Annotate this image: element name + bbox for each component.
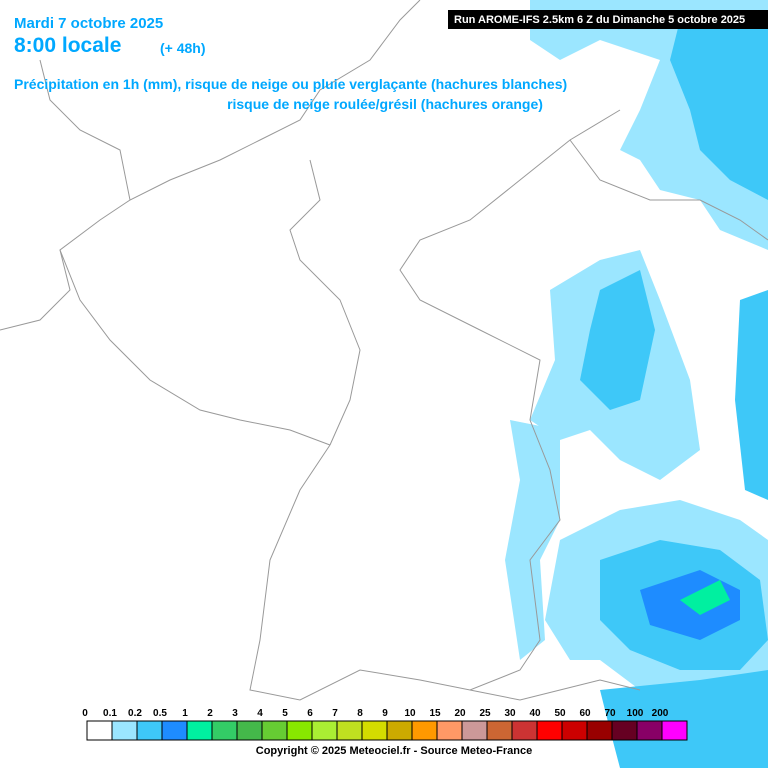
legend-swatch — [436, 720, 463, 741]
legend: 0 0.1 0.2 0.5 1 2 3 4 5 6 7 8 9 10 15 20 25 30 40 50 60 70 100… — [82, 708, 688, 741]
title-line: risque de neige roulée/grésil (hachures … — [227, 96, 543, 112]
legend-swatch — [536, 720, 563, 741]
legend-swatch — [361, 720, 388, 741]
legend-label: 0.1 — [103, 708, 117, 719]
precipitation — [505, 0, 768, 768]
legend-label: 60 — [579, 708, 591, 719]
legend-label: 70 — [604, 708, 616, 719]
legend-label: 7 — [332, 708, 338, 719]
legend-label: 25 — [479, 708, 491, 719]
legend-label: 30 — [504, 708, 516, 719]
legend-label: 1 — [182, 708, 188, 719]
legend-label: 20 — [454, 708, 466, 719]
copyright: Copyright © 2025 Meteociel.fr - Source M… — [256, 745, 532, 757]
legend-label: 0.5 — [153, 708, 167, 719]
legend-swatch — [336, 720, 363, 741]
legend-swatch — [161, 720, 188, 741]
legend-label: 0 — [82, 708, 88, 719]
legend-label: 8 — [357, 708, 363, 719]
legend-label: 3 — [232, 708, 238, 719]
legend-swatch — [486, 720, 513, 741]
legend-swatch — [111, 720, 138, 741]
legend-swatch — [236, 720, 263, 741]
date: Mardi 7 octobre 2025 — [14, 15, 163, 32]
legend-swatch — [261, 720, 288, 741]
legend-label: 0.2 — [128, 708, 142, 719]
legend-swatch — [86, 720, 113, 741]
legend-swatch — [211, 720, 238, 741]
legend-swatch — [286, 720, 313, 741]
legend-swatch — [136, 720, 163, 741]
borders — [0, 0, 768, 701]
legend-label: 40 — [529, 708, 541, 719]
valid-time: 8:00 locale — [14, 34, 121, 57]
legend-swatch — [586, 720, 613, 741]
legend-label: 2 — [207, 708, 213, 719]
legend-swatch — [411, 720, 438, 741]
legend-swatch — [311, 720, 338, 741]
legend-label: 6 — [307, 708, 313, 719]
run-box — [448, 10, 768, 29]
legend-swatch — [461, 720, 488, 741]
legend-swatch — [661, 720, 688, 741]
legend-label: 4 — [257, 708, 263, 719]
legend-swatch — [511, 720, 538, 741]
legend-swatch — [611, 720, 638, 741]
lead-time: (+ 48h) — [160, 40, 206, 56]
legend-label: 200 — [652, 708, 669, 719]
legend-swatch — [186, 720, 213, 741]
title-line: Précipitation en 1h (mm), risque de neig… — [14, 76, 567, 92]
legend-label: 50 — [554, 708, 566, 719]
legend-label: 15 — [429, 708, 441, 719]
legend-label: 100 — [627, 708, 644, 719]
legend-label: 9 — [382, 708, 388, 719]
legend-label: 5 — [282, 708, 288, 719]
legend-swatch — [561, 720, 588, 741]
legend-swatch — [636, 720, 663, 741]
legend-swatch — [386, 720, 413, 741]
run-info: Run AROME-IFS 2.5km 6 Z du Dimanche 5 oc… — [454, 14, 745, 26]
legend-label: 10 — [404, 708, 416, 719]
